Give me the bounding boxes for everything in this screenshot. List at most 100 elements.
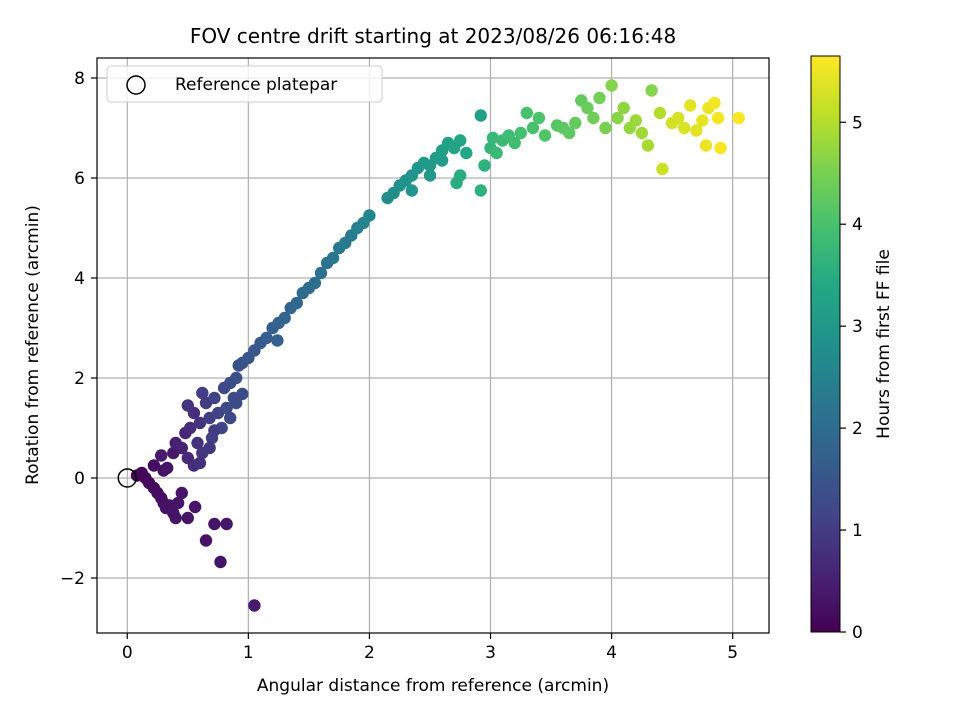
colorbar-tick-label: 0 (852, 623, 863, 643)
data-point (248, 599, 261, 612)
data-point (538, 129, 552, 142)
data-point (732, 111, 745, 125)
data-point (672, 111, 685, 125)
x-tick-label: 0 (122, 643, 133, 663)
data-point (617, 101, 630, 115)
data-point (514, 126, 527, 140)
data-point (635, 126, 649, 140)
data-point (326, 251, 340, 265)
data-point (405, 184, 418, 197)
data-point (161, 461, 174, 475)
data-point (278, 311, 291, 325)
colorbar-tick-label: 1 (852, 521, 863, 541)
data-point (587, 111, 600, 125)
legend-open-circle-marker (126, 75, 146, 95)
data-point (191, 436, 204, 450)
data-point (581, 101, 594, 115)
data-point (526, 121, 540, 135)
data-point (563, 126, 576, 140)
data-point (208, 391, 221, 405)
data-point (220, 517, 233, 531)
data-point (193, 456, 207, 470)
data-point (684, 99, 697, 112)
data-point (230, 396, 243, 410)
data-point (260, 331, 273, 345)
data-point (569, 116, 582, 130)
colorbar: 0 1 2 3 4 5 Hours from first FF file (810, 55, 894, 643)
data-point (711, 111, 725, 125)
colorbar-ticks: 0 1 2 3 4 5 (840, 113, 863, 643)
data-point (450, 176, 463, 190)
x-axis-ticks: 0 1 2 3 4 5 (122, 633, 738, 663)
x-axis-label: Angular distance from reference (arcmin) (257, 676, 609, 696)
data-point (532, 111, 546, 125)
data-point (196, 386, 209, 400)
colorbar-tick-label: 2 (852, 419, 863, 439)
plot-frame (96, 57, 770, 634)
data-point (214, 555, 227, 569)
data-point (147, 459, 161, 472)
data-point (508, 136, 521, 150)
data-point (423, 169, 437, 182)
data-point (220, 401, 233, 415)
data-point (593, 91, 606, 105)
data-point (690, 124, 703, 137)
data-point (599, 121, 612, 135)
data-point (708, 96, 721, 110)
data-point (175, 441, 188, 455)
x-tick-label: 5 (727, 643, 738, 663)
reference-platepar-marker (117, 468, 138, 488)
data-point (474, 184, 487, 197)
x-tick-label: 3 (485, 643, 496, 663)
data-point (224, 411, 237, 425)
colorbar-label: Hours from first FF file (874, 249, 894, 439)
data-point (208, 424, 221, 437)
data-point (188, 500, 202, 514)
data-point (314, 266, 328, 280)
legend: Reference platepar (106, 65, 383, 103)
data-point (236, 387, 249, 401)
data-point (653, 106, 667, 120)
x-tick-label: 2 (364, 643, 375, 663)
data-point (605, 79, 618, 92)
data-point (641, 139, 655, 152)
y-tick-label: 4 (74, 269, 85, 289)
data-point (155, 449, 168, 462)
data-point (611, 111, 624, 125)
data-point (699, 139, 713, 152)
data-point (645, 84, 658, 97)
grid (97, 58, 769, 633)
data-point (308, 276, 322, 290)
data-point (181, 511, 194, 525)
data-point (678, 121, 691, 135)
data-point (478, 159, 491, 172)
data-point (490, 146, 503, 160)
reference-marker-layer (117, 468, 138, 488)
colorbar-tick-label: 4 (852, 215, 863, 235)
data-point (435, 154, 449, 167)
data-point (363, 209, 376, 222)
data-point (696, 114, 709, 127)
y-tick-label: 8 (74, 69, 85, 89)
y-tick-label: −2 (60, 569, 85, 589)
data-point (181, 399, 194, 412)
data-point (208, 517, 221, 531)
colorbar-tick-label: 3 (852, 317, 863, 337)
legend-label: Reference platepar (175, 75, 337, 95)
data-point (171, 496, 185, 510)
data-point (629, 114, 642, 127)
data-point (184, 421, 197, 435)
y-axis-label: Rotation from reference (arcmin) (23, 205, 43, 485)
data-point (193, 416, 207, 430)
data-point (714, 141, 727, 155)
data-point (460, 146, 473, 160)
data-point (290, 296, 303, 310)
data-point (199, 534, 213, 547)
y-axis-ticks: −2 0 2 4 6 8 (60, 69, 97, 589)
x-tick-label: 4 (606, 643, 617, 663)
colorbar-tick-label: 5 (852, 113, 863, 133)
data-point (203, 441, 216, 455)
y-tick-label: 0 (74, 469, 85, 489)
